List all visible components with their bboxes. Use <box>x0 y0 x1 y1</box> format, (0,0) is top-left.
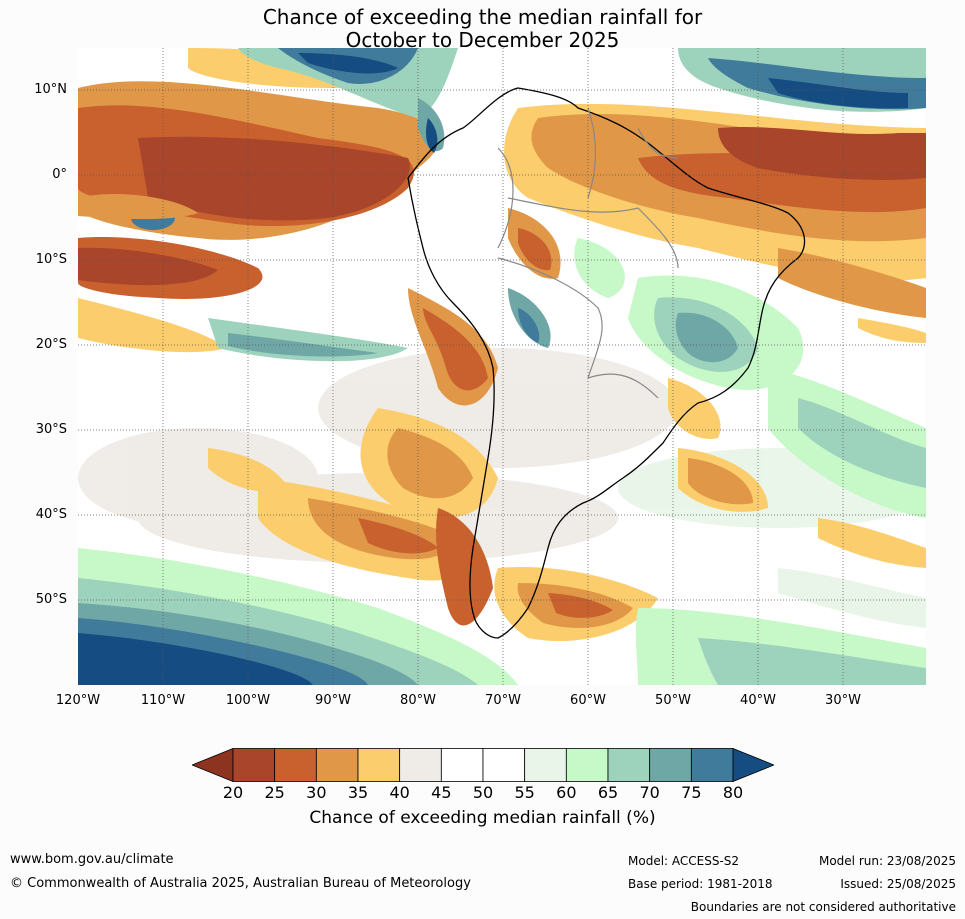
lat-label-10s: 10°S <box>35 252 67 267</box>
colorbar-tick-label: 40 <box>389 783 410 802</box>
colorbar-segment <box>399 748 442 782</box>
lat-label-40s: 40°S <box>35 507 67 522</box>
lon-label-90w: 90°W <box>315 693 351 708</box>
lat-label-50s: 50°S <box>35 592 67 607</box>
lon-label-100w: 100°W <box>225 693 271 708</box>
south-america-outline <box>407 87 806 639</box>
colorbar-tick-label: 55 <box>514 783 535 802</box>
colorbar-tick-label: 45 <box>431 783 452 802</box>
colorbar-over-arrow <box>732 748 774 782</box>
rainfall-map <box>78 48 926 685</box>
lon-label-50w: 50°W <box>655 693 691 708</box>
lon-label-60w: 60°W <box>570 693 606 708</box>
colorbar-segment <box>232 748 276 782</box>
colorbar-tick-label: 60 <box>556 783 577 802</box>
colorbar-segment <box>482 748 526 782</box>
lat-label-30s: 30°S <box>35 422 67 437</box>
colorbar-label: Chance of exceeding median rainfall (%) <box>309 808 656 828</box>
footer-issued: Issued: 25/08/2025 <box>840 877 956 891</box>
colorbar-tick-label: 25 <box>264 783 285 802</box>
footer-url[interactable]: www.bom.gov.au/climate <box>10 852 174 867</box>
colorbar-tick-label: 70 <box>639 783 660 802</box>
lon-label-30w: 30°W <box>825 693 861 708</box>
colorbar-segment <box>607 748 651 782</box>
footer-base-period: Base period: 1981-2018 <box>628 877 773 891</box>
colorbar-tick-label: 50 <box>472 783 494 802</box>
colorbar-segment <box>690 748 734 782</box>
footer-model-run: Model run: 23/08/2025 <box>818 854 956 868</box>
colorbar <box>192 748 774 782</box>
colorbar-tick-label: 35 <box>347 783 369 802</box>
colorbar-segment <box>357 748 401 782</box>
lon-label-40w: 40°W <box>740 693 776 708</box>
colorbar-tick-label: 65 <box>597 783 619 802</box>
lat-label-20s: 20°S <box>35 337 67 352</box>
colorbar-under-arrow <box>192 748 234 782</box>
colorbar-tick-label: 30 <box>306 783 327 802</box>
lon-label-80w: 80°W <box>400 693 436 708</box>
footer-disclaimer: Boundaries are not considered authoritat… <box>690 900 956 914</box>
colorbar-segment <box>274 748 317 782</box>
colorbar-tick-label: 20 <box>222 783 244 802</box>
lat-label-0: 0° <box>52 167 67 182</box>
lon-label-120w: 120°W <box>55 693 101 708</box>
colorbar-segment <box>440 748 484 782</box>
footer-copyright: © Commonwealth of Australia 2025, Austra… <box>10 876 471 891</box>
colorbar-segment <box>565 748 609 782</box>
lon-label-70w: 70°W <box>485 693 521 708</box>
title-line-1: Chance of exceeding the median rainfall … <box>262 5 703 29</box>
colorbar-tick-label: 75 <box>681 783 702 802</box>
lat-label-10n: 10°N <box>34 82 67 97</box>
colorbar-segment <box>649 748 692 782</box>
colorbar-tick-label: 80 <box>722 783 744 802</box>
footer-model: Model: ACCESS-S2 <box>628 854 740 868</box>
title-line-2: October to December 2025 <box>345 28 620 52</box>
colorbar-segment <box>315 748 359 782</box>
map-title: Chance of exceeding the median rainfall … <box>0 6 965 52</box>
map-canvas <box>78 48 926 685</box>
lon-label-110w: 110°W <box>140 693 186 708</box>
colorbar-segment <box>524 748 567 782</box>
